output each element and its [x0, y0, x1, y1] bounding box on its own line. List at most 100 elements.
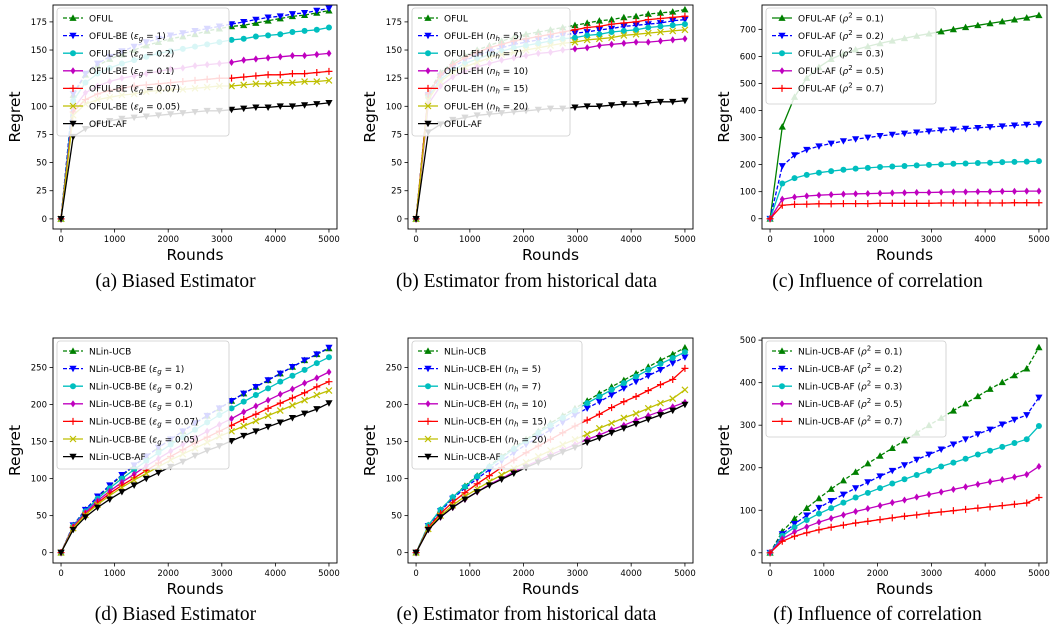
x-tick-label: 3000: [567, 235, 589, 245]
data-point: [632, 420, 640, 428]
data-point: [852, 485, 860, 492]
data-point: [888, 467, 896, 475]
data-point: [252, 391, 259, 398]
y-tick-label: 500: [740, 336, 756, 346]
legend-label: NLin-UCB-EH (nh = 15): [444, 418, 547, 429]
data-point: [633, 38, 639, 46]
data-point: [229, 415, 235, 423]
legend-marker: [424, 453, 432, 461]
data-point: [656, 381, 664, 389]
data-point: [620, 385, 628, 392]
data-point: [644, 416, 652, 424]
data-point: [325, 100, 333, 107]
legend-label: NLin-UCB-EH (nh = 10): [444, 400, 547, 411]
legend-marker: [69, 32, 77, 40]
data-point: [302, 379, 308, 387]
legend-marker: [69, 14, 77, 21]
x-tick-label: 3000: [211, 235, 233, 245]
data-point: [839, 200, 847, 208]
data-point: [264, 412, 272, 420]
data-point: [276, 79, 284, 87]
legend-label: NLin-UCB-BE (εg = 0.07): [89, 418, 199, 429]
data-point: [277, 390, 283, 398]
legend-marker: [425, 67, 431, 75]
data-point: [276, 419, 284, 426]
data-point: [1023, 199, 1031, 207]
data-point: [815, 200, 823, 208]
data-point: [510, 470, 518, 478]
data-point: [877, 501, 883, 510]
data-point: [876, 516, 884, 524]
y-tick-label: 400: [740, 107, 756, 117]
data-point: [839, 476, 848, 484]
data-point: [300, 102, 309, 109]
data-point: [325, 387, 333, 394]
legend-marker: [69, 84, 77, 92]
data-point: [828, 168, 835, 175]
data-point: [620, 23, 628, 30]
data-point: [252, 16, 260, 24]
data-point: [621, 39, 627, 47]
data-point: [645, 412, 651, 420]
legend-label: OFUL-BE (εg = 1): [89, 32, 166, 43]
data-point: [815, 526, 823, 534]
data-point: [228, 82, 235, 90]
x-tick-label: 2000: [157, 235, 179, 245]
data-point: [252, 72, 260, 80]
data-point: [950, 485, 956, 494]
legend-label: NLin-UCB-BE (εg = 0.2): [89, 383, 193, 394]
series-line: [415, 356, 686, 553]
data-point: [974, 392, 982, 400]
legend-marker: [778, 14, 786, 21]
data-point: [913, 199, 921, 207]
data-point: [839, 521, 847, 529]
x-tick-label: 2000: [157, 569, 179, 579]
data-point: [485, 472, 493, 480]
data-point: [864, 459, 872, 467]
data-point: [277, 31, 284, 38]
legend-label: NLin-UCB-BE (εg = 1): [89, 365, 184, 376]
data-point: [926, 490, 932, 499]
x-tick-label: 0: [767, 569, 772, 579]
data-point: [240, 105, 248, 113]
x-tick-label: 1000: [459, 235, 481, 245]
data-point: [325, 354, 332, 361]
x-tick-label: 2000: [513, 235, 535, 245]
legend-marker: [778, 84, 786, 92]
data-point: [1035, 158, 1042, 165]
data-point: [595, 35, 603, 43]
data-point: [766, 549, 774, 557]
data-point: [620, 13, 628, 21]
data-point: [877, 164, 884, 171]
data-point: [657, 23, 664, 30]
data-point: [656, 98, 665, 106]
data-point: [681, 12, 689, 20]
x-tick-label: 1000: [104, 569, 126, 579]
data-point: [1023, 158, 1030, 165]
data-point: [681, 344, 689, 351]
data-point: [925, 128, 933, 135]
data-point: [288, 70, 296, 78]
data-point: [949, 199, 957, 207]
data-point: [656, 356, 665, 364]
x-tick-label: 3000: [211, 569, 233, 579]
data-point: [69, 526, 77, 534]
legend-label: NLin-UCB-AF (ρ2 = 0.7): [798, 415, 902, 428]
data-point: [937, 446, 945, 454]
data-point: [656, 15, 664, 23]
data-point: [1023, 121, 1031, 129]
data-point: [1010, 199, 1018, 207]
data-point: [57, 549, 65, 557]
x-tick-label: 5000: [1028, 569, 1050, 579]
data-point: [301, 27, 308, 34]
data-point: [669, 13, 677, 21]
data-point: [1035, 343, 1043, 351]
legend-label: OFUL-AF (ρ2 = 0.2): [798, 29, 884, 42]
data-point: [583, 29, 591, 36]
y-tick-label: 500: [740, 79, 756, 89]
data-point: [229, 58, 235, 67]
data-point: [804, 523, 810, 531]
caption-a: (a) Biased Estimator: [95, 271, 256, 292]
data-point: [1010, 16, 1019, 23]
